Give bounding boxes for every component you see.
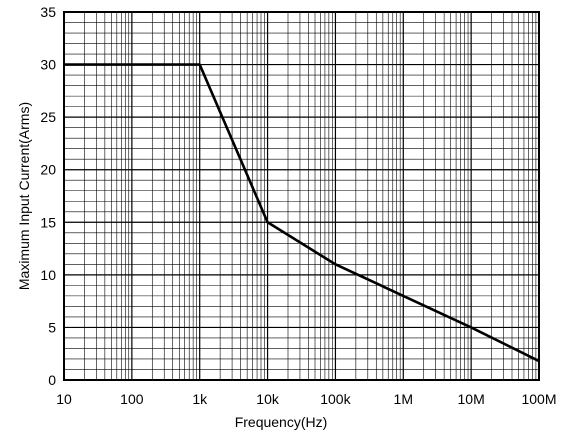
y-tick-label: 5 bbox=[48, 319, 56, 335]
x-tick-label: 100k bbox=[320, 391, 351, 407]
x-tick-label: 1k bbox=[192, 391, 208, 407]
x-tick-label: 10M bbox=[458, 391, 485, 407]
plot-frame bbox=[63, 11, 540, 381]
x-tick-label: 100M bbox=[521, 391, 556, 407]
y-axis-label: Maximum Input Current(Arms) bbox=[16, 102, 32, 290]
y-tick-label: 10 bbox=[40, 267, 56, 283]
x-tick-label: 10k bbox=[256, 391, 280, 407]
x-tick-label: 1M bbox=[394, 391, 413, 407]
y-tick-label: 20 bbox=[40, 162, 56, 178]
x-axis-label: Frequency(Hz) bbox=[235, 414, 328, 430]
x-tick-label: 10 bbox=[56, 391, 72, 407]
y-tick-label: 0 bbox=[48, 372, 56, 388]
y-tick-label: 35 bbox=[40, 4, 56, 20]
grid bbox=[63, 11, 539, 381]
y-tick-label: 30 bbox=[40, 57, 56, 73]
series-layer bbox=[64, 63, 540, 363]
y-tick-label: 15 bbox=[40, 214, 56, 230]
y-tick-labels: 0 5 10 15 20 25 30 35 bbox=[40, 4, 56, 388]
x-tick-labels: 10 100 1k 10k 100k 1M 10M 100M bbox=[56, 391, 556, 407]
x-tick-label: 100 bbox=[120, 391, 144, 407]
y-tick-label: 25 bbox=[40, 109, 56, 125]
series-line bbox=[64, 63, 540, 363]
